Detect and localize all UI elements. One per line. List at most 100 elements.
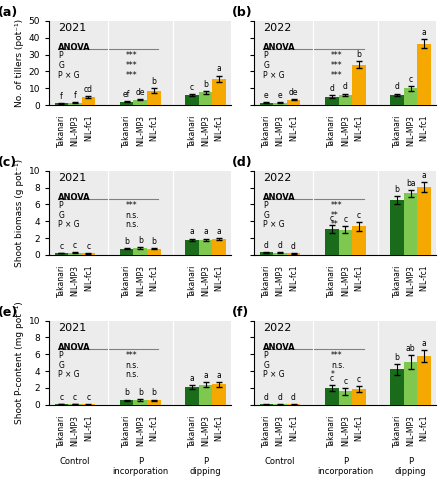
Text: b: b: [138, 388, 143, 397]
Text: P: P: [58, 51, 63, 60]
Text: (d): (d): [232, 156, 253, 169]
Text: de: de: [136, 88, 145, 96]
Text: d: d: [343, 82, 348, 92]
Text: P × G: P × G: [58, 70, 80, 80]
Text: Control: Control: [265, 457, 295, 466]
Bar: [199, 384, 213, 405]
Text: b: b: [138, 236, 143, 244]
Bar: [54, 103, 68, 105]
Text: a: a: [422, 28, 427, 37]
Bar: [287, 100, 300, 105]
Text: (f): (f): [232, 306, 250, 319]
Text: n.s.: n.s.: [126, 220, 139, 230]
Text: P
incorporation: P incorporation: [317, 457, 373, 476]
Bar: [82, 98, 95, 105]
Text: P: P: [263, 201, 268, 210]
Text: d: d: [329, 84, 334, 94]
Y-axis label: Shoot biomass (g pot⁻¹): Shoot biomass (g pot⁻¹): [15, 159, 24, 267]
Text: a: a: [422, 339, 427, 348]
Text: ANOVA: ANOVA: [58, 342, 91, 351]
Text: a: a: [203, 228, 208, 236]
Text: 2022: 2022: [263, 174, 292, 184]
Text: ***: ***: [126, 61, 137, 70]
Text: b: b: [152, 77, 156, 86]
Bar: [199, 240, 213, 255]
Text: (e): (e): [0, 306, 19, 319]
Text: *: *: [331, 370, 335, 380]
Bar: [213, 384, 226, 405]
Bar: [54, 253, 68, 255]
Text: a: a: [203, 371, 208, 380]
Text: b: b: [152, 388, 156, 398]
Text: ***: ***: [331, 351, 343, 360]
Bar: [417, 356, 431, 405]
Text: c: c: [330, 374, 334, 384]
Text: G: G: [263, 61, 269, 70]
Bar: [287, 253, 300, 255]
Text: ANOVA: ANOVA: [263, 42, 296, 51]
Text: P
dipping: P dipping: [395, 457, 427, 476]
Text: ***: ***: [331, 201, 343, 210]
Text: c: c: [73, 242, 77, 250]
Text: ***: ***: [126, 70, 137, 80]
Bar: [325, 96, 339, 105]
Bar: [325, 229, 339, 255]
Bar: [417, 44, 431, 105]
Text: c: c: [73, 392, 77, 402]
Text: ef: ef: [123, 90, 130, 99]
Text: 2021: 2021: [58, 323, 87, 333]
Bar: [185, 95, 199, 105]
Text: P × G: P × G: [263, 370, 285, 380]
Text: ***: ***: [331, 61, 343, 70]
Text: ba: ba: [406, 179, 415, 188]
Text: P
dipping: P dipping: [190, 457, 221, 476]
Text: n.s.: n.s.: [126, 370, 139, 380]
Text: n.s.: n.s.: [126, 360, 139, 370]
Text: b: b: [395, 354, 400, 362]
Bar: [390, 200, 404, 255]
Text: a: a: [217, 64, 221, 74]
Bar: [259, 252, 273, 255]
Bar: [339, 95, 352, 105]
Text: c: c: [87, 242, 91, 251]
Bar: [147, 90, 160, 105]
Text: P: P: [263, 351, 268, 360]
Text: c: c: [343, 215, 347, 224]
Bar: [213, 79, 226, 105]
Text: a: a: [217, 227, 221, 236]
Bar: [352, 389, 366, 405]
Bar: [213, 240, 226, 255]
Text: P × G: P × G: [263, 220, 285, 230]
Text: f: f: [60, 92, 63, 100]
Bar: [390, 370, 404, 405]
Bar: [68, 404, 82, 405]
Bar: [133, 400, 147, 405]
Text: c: c: [190, 82, 194, 92]
Bar: [352, 226, 366, 255]
Text: d: d: [264, 241, 269, 250]
Text: d: d: [278, 393, 282, 402]
Text: e: e: [264, 91, 269, 100]
Text: P: P: [58, 201, 63, 210]
Text: b: b: [356, 50, 361, 59]
Text: ***: ***: [331, 51, 343, 60]
Text: c: c: [59, 392, 63, 402]
Bar: [54, 404, 68, 405]
Text: f: f: [73, 91, 76, 100]
Bar: [120, 248, 133, 255]
Text: 2021: 2021: [58, 24, 87, 34]
Text: G: G: [58, 360, 64, 370]
Text: a: a: [190, 374, 194, 383]
Bar: [185, 240, 199, 255]
Bar: [417, 186, 431, 255]
Text: (a): (a): [0, 6, 19, 19]
Bar: [68, 253, 82, 255]
Text: ***: ***: [126, 51, 137, 60]
Text: (b): (b): [232, 6, 253, 19]
Text: G: G: [58, 210, 64, 220]
Text: a: a: [190, 228, 194, 236]
Text: b: b: [395, 185, 400, 194]
Bar: [120, 102, 133, 105]
Text: G: G: [263, 360, 269, 370]
Bar: [147, 248, 160, 255]
